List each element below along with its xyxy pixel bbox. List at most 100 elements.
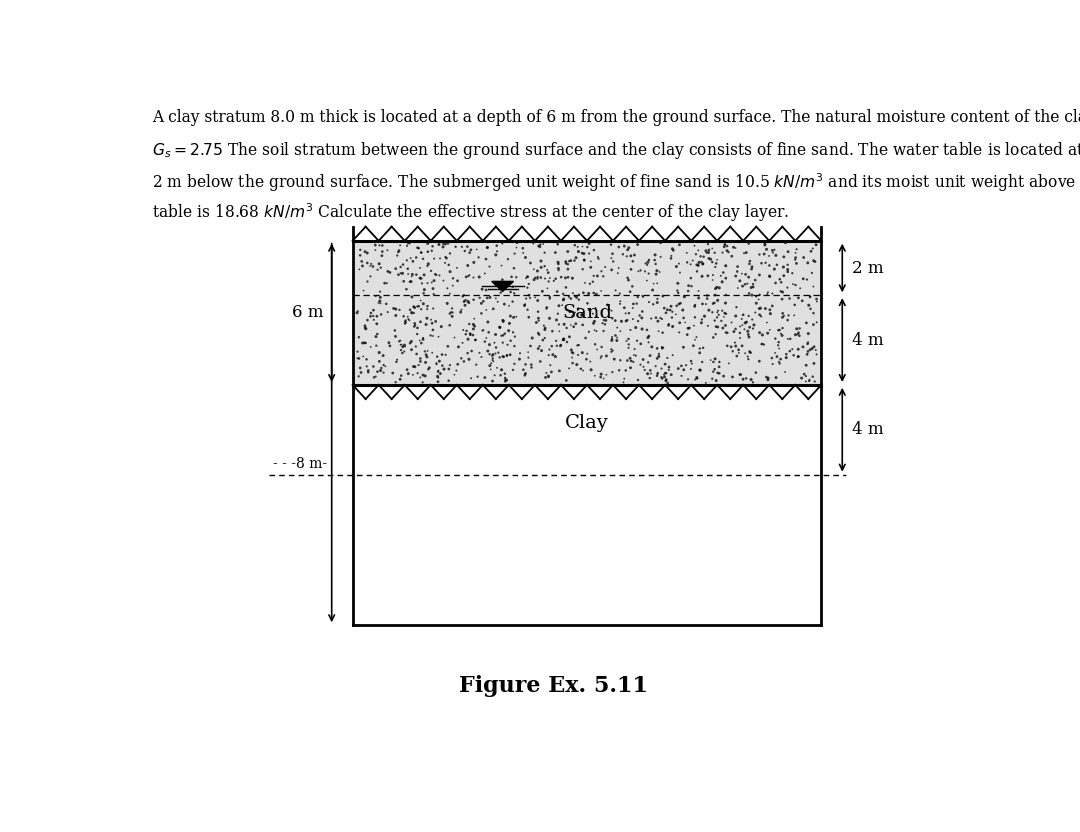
- Point: [706, 314, 724, 327]
- Point: [649, 352, 666, 365]
- Point: [431, 252, 448, 265]
- Point: [474, 324, 491, 337]
- Point: [805, 306, 822, 319]
- Point: [644, 340, 661, 354]
- Point: [597, 314, 615, 327]
- Point: [731, 319, 748, 333]
- Point: [634, 289, 651, 302]
- Point: [416, 344, 433, 358]
- Point: [428, 358, 445, 371]
- Point: [499, 252, 516, 265]
- Point: [396, 315, 414, 329]
- Point: [355, 284, 373, 297]
- Point: [690, 244, 707, 257]
- Point: [465, 255, 483, 269]
- Point: [375, 349, 392, 362]
- Point: [679, 322, 697, 335]
- Point: [582, 260, 599, 274]
- Point: [411, 352, 429, 365]
- Point: [774, 310, 792, 324]
- Point: [580, 325, 597, 339]
- Point: [698, 244, 715, 257]
- Point: [419, 300, 436, 313]
- Point: [454, 336, 471, 349]
- Point: [576, 254, 593, 267]
- Point: [359, 314, 376, 327]
- Point: [738, 246, 755, 260]
- Point: [774, 260, 792, 274]
- Point: [389, 249, 406, 262]
- Point: [362, 270, 379, 283]
- Point: [442, 265, 459, 279]
- Point: [365, 371, 382, 384]
- Point: [672, 266, 689, 280]
- Point: [647, 257, 664, 270]
- Point: [517, 250, 535, 264]
- Point: [418, 318, 435, 331]
- Point: [640, 295, 658, 309]
- Point: [607, 284, 624, 297]
- Point: [501, 317, 518, 330]
- Point: [572, 362, 590, 375]
- Point: [787, 279, 805, 292]
- Point: [580, 287, 597, 300]
- Point: [365, 310, 382, 323]
- Point: [659, 351, 676, 364]
- Point: [581, 303, 598, 316]
- Point: [405, 360, 422, 374]
- Point: [550, 299, 567, 312]
- Point: [548, 272, 565, 285]
- Point: [464, 318, 482, 331]
- Point: [434, 237, 451, 250]
- Point: [495, 279, 512, 292]
- Point: [764, 358, 781, 371]
- Point: [559, 258, 577, 271]
- Point: [536, 246, 553, 260]
- Point: [664, 305, 681, 319]
- Point: [485, 348, 502, 361]
- Point: [554, 287, 571, 300]
- Point: [656, 301, 673, 314]
- Point: [473, 283, 490, 296]
- Point: [408, 268, 426, 281]
- Point: [375, 359, 392, 372]
- Point: [544, 348, 562, 361]
- Point: [797, 359, 814, 372]
- Point: [444, 272, 461, 285]
- Point: [496, 327, 513, 340]
- Point: [370, 257, 388, 270]
- Point: [424, 323, 442, 336]
- Point: [634, 290, 651, 304]
- Point: [733, 339, 751, 353]
- Point: [446, 331, 463, 344]
- Point: [428, 268, 445, 281]
- Point: [476, 371, 494, 384]
- Point: [598, 349, 616, 363]
- Point: [609, 321, 626, 334]
- Point: [710, 320, 727, 334]
- Point: [764, 351, 781, 364]
- Point: [564, 271, 581, 285]
- Point: [414, 376, 431, 389]
- Point: [376, 276, 393, 290]
- Point: [543, 365, 561, 379]
- Point: [596, 318, 613, 331]
- Point: [516, 299, 534, 312]
- Point: [761, 324, 779, 337]
- Point: [492, 369, 510, 382]
- Point: [494, 237, 511, 250]
- Point: [459, 346, 476, 359]
- Point: [370, 346, 388, 359]
- Point: [554, 299, 571, 312]
- Point: [789, 291, 807, 305]
- Point: [435, 274, 453, 287]
- Point: [484, 352, 501, 365]
- Text: 4 m: 4 m: [852, 421, 883, 438]
- Point: [532, 260, 550, 274]
- Point: [366, 239, 383, 252]
- Point: [717, 288, 734, 301]
- Point: [684, 357, 701, 370]
- Point: [620, 341, 637, 354]
- Point: [772, 285, 789, 298]
- Point: [658, 367, 675, 380]
